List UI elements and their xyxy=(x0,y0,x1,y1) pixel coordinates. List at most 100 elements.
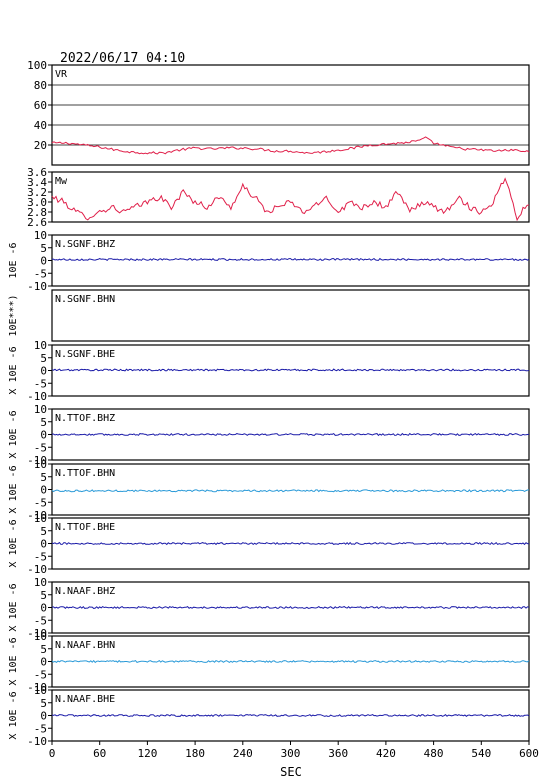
panel-mw: Mw 2.62.83.03.23.43.6 xyxy=(27,166,530,229)
y-tick-label: 0 xyxy=(40,602,47,615)
y-tick-label: 3.6 xyxy=(27,166,47,179)
y-tick-label: 5 xyxy=(40,416,47,429)
series-line-mw xyxy=(51,177,530,222)
y-tick-label: 80 xyxy=(34,79,47,92)
y-tick-label: 0 xyxy=(40,656,47,669)
y-tick-label: 0 xyxy=(40,484,47,497)
y-tick-label: 10 xyxy=(34,684,47,697)
y-tick-label: 20 xyxy=(34,139,47,152)
panel-frame xyxy=(51,171,530,223)
y-tick-label: 10 xyxy=(34,630,47,643)
x-tick-label: 480 xyxy=(424,747,444,760)
panel-label: N.SGNF.BHN xyxy=(55,294,115,305)
y-tick-label: -5 xyxy=(34,441,47,454)
x-tick-label: 60 xyxy=(93,747,106,760)
y-tick-label: 10 xyxy=(34,512,47,525)
panel-label: N.TTOF.BHZ xyxy=(55,413,115,424)
y-tick-label: -10 xyxy=(27,454,47,467)
panel-label: N.NAAF.BHZ xyxy=(55,586,115,597)
series-line-naaf_bhn xyxy=(51,659,530,664)
y-tick-label: 3.2 xyxy=(27,186,47,199)
y-tick-label: 10 xyxy=(34,403,47,416)
y-tick-label: -10 xyxy=(27,563,47,576)
y-tick-label: 5 xyxy=(40,242,47,255)
x-axis-label: SEC xyxy=(280,765,302,779)
panel-label: Mw xyxy=(55,176,68,187)
y-tick-label: -5 xyxy=(34,267,47,280)
panel-frame xyxy=(51,64,530,166)
y-tick-label: -5 xyxy=(34,550,47,563)
y-tick-label: 5 xyxy=(40,471,47,484)
y-tick-label: 0 xyxy=(40,538,47,551)
x-tick-label: 600 xyxy=(519,747,539,760)
panel-label: N.TTOF.BHN xyxy=(55,468,115,479)
y-tick-label: 10 xyxy=(34,458,47,471)
series-line-sgnf_bhz xyxy=(51,257,530,262)
y-tick-label: 40 xyxy=(34,119,47,132)
y-tick-label: 3.0 xyxy=(27,196,47,209)
panel-label: N.SGNF.BHZ xyxy=(55,239,115,250)
panel-ylabel: X 10E -6 xyxy=(8,346,19,394)
x-tick-label: 300 xyxy=(281,747,301,760)
panel-group: VR20406080100Mw2.62.83.03.23.43.6N.SGNF.… xyxy=(8,59,530,748)
y-tick-label: -5 xyxy=(34,668,47,681)
y-tick-label: 10 xyxy=(34,229,47,242)
x-tick-label: 420 xyxy=(376,747,396,760)
x-tick-label: 0 xyxy=(49,747,56,760)
x-tick-label: 120 xyxy=(137,747,157,760)
y-tick-label: -5 xyxy=(34,614,47,627)
y-tick-label: 0 xyxy=(40,429,47,442)
y-tick-label: -5 xyxy=(34,377,47,390)
x-tick-label: 360 xyxy=(328,747,348,760)
y-tick-label: -10 xyxy=(27,509,47,522)
series-line-sgnf_bhe xyxy=(51,368,530,372)
panel-label: VR xyxy=(55,69,68,80)
y-tick-label: 2.6 xyxy=(27,216,47,229)
panel-ylabel: X 10E -6 xyxy=(8,691,19,739)
y-tick-label: 60 xyxy=(34,99,47,112)
y-tick-label: -10 xyxy=(27,627,47,640)
x-tick-label: 240 xyxy=(233,747,253,760)
y-tick-label: 5 xyxy=(40,352,47,365)
y-tick-label: -5 xyxy=(34,496,47,509)
panel-vr: VR 20 40 60 80 100 xyxy=(27,59,530,166)
y-tick-label: 100 xyxy=(27,59,47,72)
y-tick-label: 10 xyxy=(34,576,47,589)
panel-ylabel: 10E***) xyxy=(8,294,19,336)
series-line-ttof_bhz xyxy=(51,432,530,437)
series-line-vr xyxy=(51,136,530,155)
y-tick-label: 5 xyxy=(40,697,47,710)
panel-ylabel: X 10E -6 xyxy=(8,519,19,567)
y-tick-label: 5 xyxy=(40,643,47,656)
panel-ylabel: X 10E -6 xyxy=(8,465,19,513)
y-tick-label: 5 xyxy=(40,525,47,538)
panel-label: N.NAAF.BHN xyxy=(55,640,115,651)
panel-ylabel: X 10E -6 xyxy=(8,637,19,685)
y-tick-label: 0 xyxy=(40,255,47,268)
panel-ylabel: X 10E -6 xyxy=(8,410,19,458)
panel-sgnf_bhn: N.SGNF.BHN 10E***) xyxy=(8,289,530,342)
x-axis: 0 60 120 180 240 300 360 420 480 540 600 xyxy=(49,741,539,760)
y-tick-label: 0 xyxy=(40,710,47,723)
panel-ylabel: X 10E -6 xyxy=(8,583,19,631)
series-line-ttof_bhe xyxy=(51,541,530,546)
x-tick-label: 540 xyxy=(471,747,491,760)
y-tick-label: 3.4 xyxy=(27,176,47,189)
panel-label: N.SGNF.BHE xyxy=(55,349,115,360)
panel-label: N.TTOF.BHE xyxy=(55,522,115,533)
y-tick-label: -10 xyxy=(27,280,47,293)
timestamp-title: 2022/06/17 04:10 xyxy=(60,51,185,66)
y-tick-label: 2.8 xyxy=(27,206,47,219)
panel-ylabel: 10E -6 xyxy=(8,242,19,278)
series-line-naaf_bhe xyxy=(51,713,530,718)
x-tick-label: 180 xyxy=(185,747,205,760)
panel-frame xyxy=(51,463,530,516)
